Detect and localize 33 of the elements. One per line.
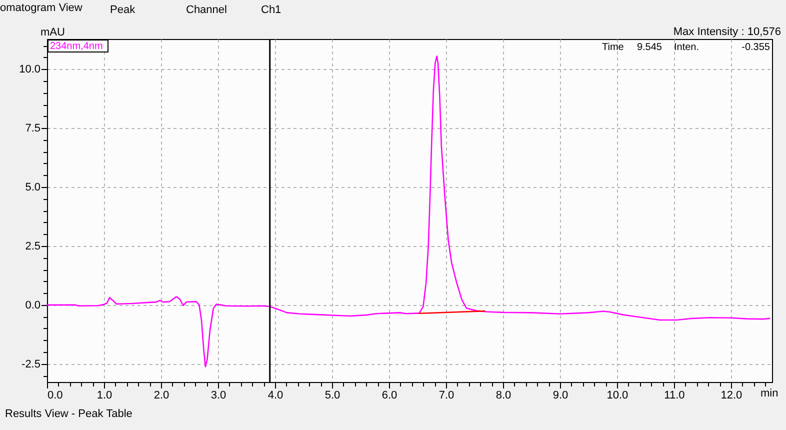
x-tick-label: 5.0	[324, 390, 340, 402]
x-tick-label: 7.0	[438, 390, 454, 402]
annotation: Inten.	[674, 42, 700, 53]
text: Results View - Peak Table	[5, 408, 132, 420]
text: Peak	[110, 4, 136, 16]
text: Ch1	[261, 4, 282, 16]
x-tick-label: 11.0	[664, 390, 685, 402]
y-tick-label: 5.0	[25, 182, 40, 194]
x-tick-label: 6.0	[382, 390, 398, 402]
x-tick-label: 1.0	[96, 390, 112, 402]
x-tick-label: 2.0	[154, 390, 170, 402]
y-tick-label: 10.0	[19, 64, 40, 76]
line-series	[46, 56, 770, 368]
annotation: Time	[602, 42, 624, 53]
text: 234nm,4nm	[50, 41, 103, 52]
x-tick-label: 0.0	[48, 390, 63, 402]
text: Channel	[186, 4, 227, 16]
chart-title: omatogram View	[0, 2, 82, 14]
x-tick-label: 10.0	[606, 390, 628, 402]
annotation: 9.545	[636, 42, 662, 53]
x-tick-label: 3.0	[210, 390, 226, 402]
y-tick-label: 0.0	[25, 299, 40, 312]
x-tick-label: 4.0	[268, 390, 284, 402]
x-tick-label: 9.0	[552, 390, 568, 402]
y-tick-label: 7.5	[25, 122, 40, 135]
text: Max Intensity : 10,576	[673, 26, 781, 38]
y-axis-title: mAU	[40, 26, 65, 38]
annotation: -0.355	[742, 42, 770, 53]
y-tick-label: -2.5	[22, 358, 40, 370]
y-tick-label: 2.5	[25, 240, 40, 252]
x-tick-label: 8.0	[496, 390, 512, 402]
x-tick-label: 12.0	[720, 390, 742, 402]
x-axis-title: min	[760, 388, 778, 400]
